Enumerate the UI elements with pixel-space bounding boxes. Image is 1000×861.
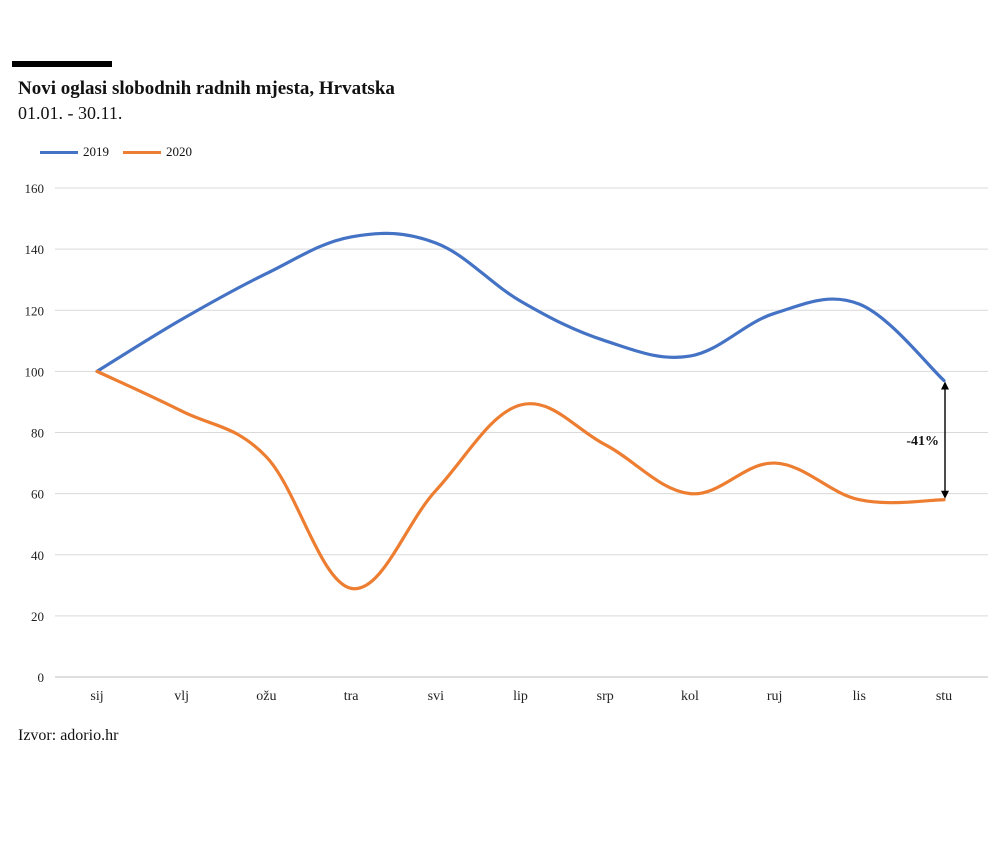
y-tick-label-0: 0 <box>38 670 45 685</box>
y-tick-label-100: 100 <box>25 364 45 379</box>
y-tick-label-20: 20 <box>31 609 44 624</box>
legend-swatch-2019 <box>40 150 78 154</box>
series-line-2020 <box>95 369 946 591</box>
legend-swatch-2020 <box>123 150 161 154</box>
series-line-2019 <box>95 231 946 383</box>
legend-item-2019: 2019 <box>40 144 109 160</box>
y-tick-label-160: 160 <box>25 181 45 196</box>
chart-title: Novi oglasi slobodnih radnih mjesta, Hrv… <box>18 78 395 99</box>
legend-label-2020: 2020 <box>166 144 192 159</box>
chart-subtitle: 01.01. - 30.11. <box>18 103 123 123</box>
legend-item-2020: 2020 <box>123 144 192 160</box>
x-tick-label-ožu: ožu <box>256 689 276 704</box>
x-tick-label-tra: tra <box>344 689 360 704</box>
y-tick-label-120: 120 <box>25 303 45 318</box>
x-tick-label-lip: lip <box>513 689 528 704</box>
x-tick-label-lis: lis <box>853 689 866 704</box>
source-note: Izvor: adorio.hr <box>18 727 119 744</box>
y-tick-label-80: 80 <box>31 426 44 441</box>
annotation-arrowhead-top <box>941 381 949 390</box>
x-tick-label-stu: stu <box>936 689 952 704</box>
x-tick-label-ruj: ruj <box>767 689 783 704</box>
y-tick-label-40: 40 <box>31 548 44 563</box>
y-tick-label-60: 60 <box>31 487 44 502</box>
chart-legend: 2019 2020 <box>40 144 206 160</box>
x-tick-label-sij: sij <box>90 689 103 704</box>
legend-label-2019: 2019 <box>83 144 109 159</box>
x-tick-label-srp: srp <box>597 689 614 704</box>
x-tick-label-kol: kol <box>681 689 699 704</box>
x-tick-label-svi: svi <box>428 689 444 704</box>
y-tick-label-140: 140 <box>25 242 45 257</box>
title-accent-bar <box>12 61 112 67</box>
annotation-label: -41% <box>906 434 939 449</box>
x-tick-label-vlj: vlj <box>174 689 189 704</box>
annotation-arrowhead-bottom <box>941 490 949 499</box>
